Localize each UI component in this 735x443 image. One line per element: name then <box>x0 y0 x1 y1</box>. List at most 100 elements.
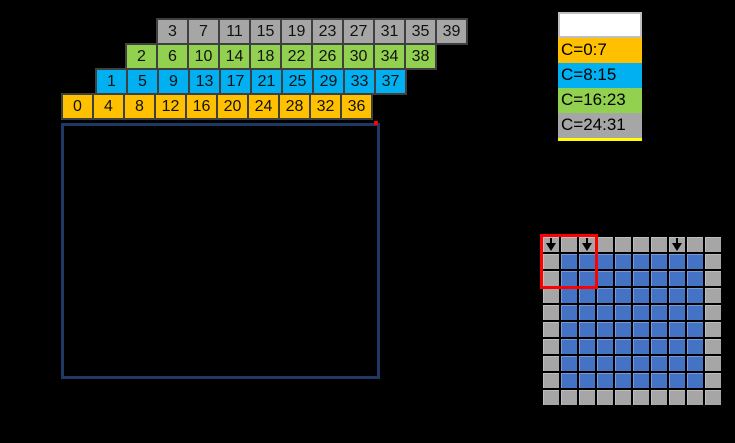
thread-index-cell: 20 <box>216 93 249 120</box>
halo-cell <box>705 390 721 405</box>
interior-cell <box>669 356 685 371</box>
thread-index-cell: 2 <box>125 43 158 70</box>
thread-index-cell: 25 <box>281 68 314 95</box>
interior-cell <box>579 254 595 269</box>
down-arrow-icon <box>581 238 593 251</box>
thread-index-cell: 32 <box>309 93 342 120</box>
halo-cell <box>597 237 613 252</box>
interior-cell <box>687 356 703 371</box>
halo-cell <box>543 305 559 320</box>
thread-index-cell: 22 <box>280 43 313 70</box>
interior-cell <box>687 288 703 303</box>
thread-index-cell: 23 <box>311 18 344 45</box>
halo-cell <box>543 254 559 269</box>
thread-index-cell: 10 <box>187 43 220 70</box>
halo-cell <box>615 237 631 252</box>
thread-index-cell: 0 <box>61 93 94 120</box>
interior-cell <box>579 288 595 303</box>
thread-index-cell: 3 <box>156 18 189 45</box>
thread-index-cell: 17 <box>219 68 252 95</box>
interior-cell <box>579 271 595 286</box>
interior-cell <box>687 254 703 269</box>
interior-cell <box>651 305 667 320</box>
halo-cell <box>705 305 721 320</box>
interior-cell <box>615 322 631 337</box>
interior-cell <box>579 322 595 337</box>
interior-cell <box>597 356 613 371</box>
halo-cell <box>579 390 595 405</box>
thread-index-cell: 26 <box>311 43 344 70</box>
thread-index-cell: 8 <box>123 93 156 120</box>
thread-index-cell: 24 <box>247 93 280 120</box>
interior-cell <box>633 288 649 303</box>
thread-index-cell: 34 <box>373 43 406 70</box>
halo-cell <box>543 390 559 405</box>
interior-cell <box>633 254 649 269</box>
down-arrow-icon <box>545 238 557 251</box>
interior-cell <box>651 271 667 286</box>
interior-cell <box>561 373 577 388</box>
interior-cell <box>615 288 631 303</box>
thread-index-cell: 27 <box>342 18 375 45</box>
halo-cell <box>705 271 721 286</box>
interior-cell <box>597 271 613 286</box>
interior-cell <box>597 254 613 269</box>
interior-cell <box>561 322 577 337</box>
halo-cell <box>543 356 559 371</box>
halo-cell <box>705 322 721 337</box>
interior-cell <box>633 339 649 354</box>
stencil-highlight-box <box>540 234 598 289</box>
halo-cell <box>543 271 559 286</box>
halo-cell <box>669 390 685 405</box>
interior-cell <box>597 305 613 320</box>
interior-cell <box>687 373 703 388</box>
halo-cell <box>543 373 559 388</box>
interior-cell <box>579 373 595 388</box>
halo-cell <box>705 254 721 269</box>
block-outline-rect <box>61 123 380 379</box>
interior-cell <box>615 271 631 286</box>
thread-index-cell: 36 <box>340 93 373 120</box>
thread-index-cell: 11 <box>218 18 251 45</box>
thread-index-cell: 5 <box>126 68 159 95</box>
legend-item-empty <box>558 12 642 38</box>
halo-cell <box>705 288 721 303</box>
thread-index-cell: 13 <box>188 68 221 95</box>
thread-index-cell: 16 <box>185 93 218 120</box>
interior-cell <box>597 322 613 337</box>
interior-cell <box>633 305 649 320</box>
thread-index-cell: 7 <box>187 18 220 45</box>
interior-cell <box>633 271 649 286</box>
halo-cell <box>543 288 559 303</box>
thread-index-cell: 4 <box>92 93 125 120</box>
thread-index-cell: 31 <box>373 18 406 45</box>
thread-index-cell: 37 <box>374 68 407 95</box>
interior-cell <box>669 288 685 303</box>
interior-cell <box>669 322 685 337</box>
interior-cell <box>633 322 649 337</box>
thread-index-cell: 18 <box>249 43 282 70</box>
legend-item-c24-31: C=24:31 <box>558 113 642 141</box>
thread-index-cell: 39 <box>435 18 468 45</box>
interior-cell <box>687 305 703 320</box>
interior-cell <box>597 288 613 303</box>
legend-item-c0-7: C=0:7 <box>558 38 642 63</box>
thread-index-cell: 1 <box>95 68 128 95</box>
thread-index-cell: 21 <box>250 68 283 95</box>
interior-cell <box>615 356 631 371</box>
interior-cell <box>651 322 667 337</box>
thread-index-cell: 19 <box>280 18 313 45</box>
interior-cell <box>561 254 577 269</box>
halo-cell <box>705 339 721 354</box>
down-arrow-icon <box>671 238 683 251</box>
interior-cell <box>669 271 685 286</box>
interior-cell <box>561 305 577 320</box>
legend-item-c8-15: C=8:15 <box>558 63 642 88</box>
interior-cell <box>561 288 577 303</box>
interior-cell <box>669 254 685 269</box>
interior-cell <box>687 322 703 337</box>
legend: C=0:7 C=8:15 C=16:23 C=24:31 <box>558 12 642 141</box>
thread-index-cell: 29 <box>312 68 345 95</box>
interior-cell <box>615 305 631 320</box>
halo-cell <box>705 356 721 371</box>
